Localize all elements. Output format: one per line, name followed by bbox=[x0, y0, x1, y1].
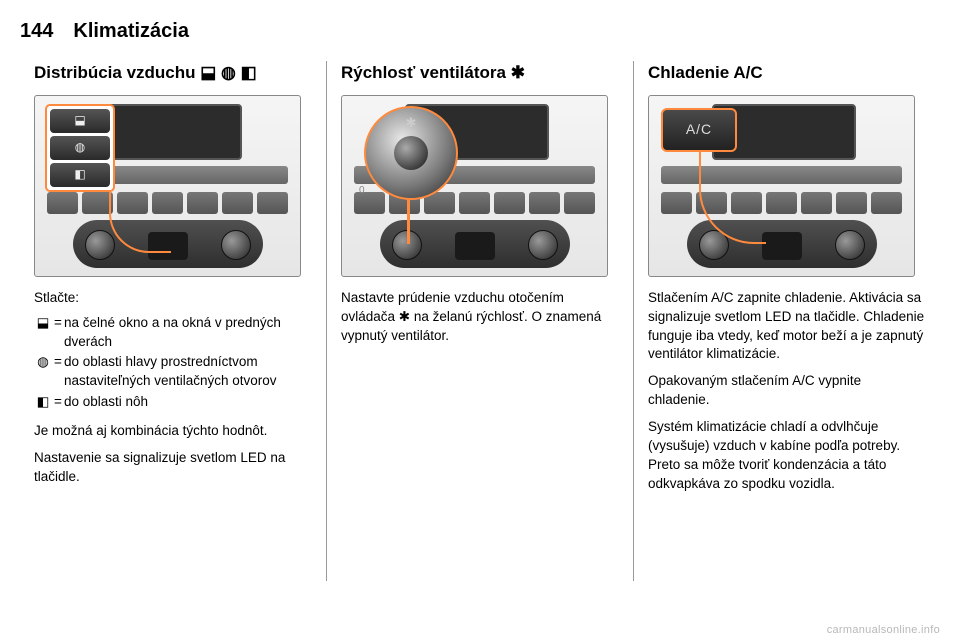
fan-dial-icon: ✱ bbox=[406, 114, 417, 132]
display-screen-graphic bbox=[98, 104, 242, 160]
control-strip-graphic bbox=[661, 166, 902, 184]
page-header: 144 Klimatizácia bbox=[20, 20, 940, 43]
foot-symbol: ◧ bbox=[34, 393, 52, 412]
right-knob-graphic bbox=[221, 230, 251, 260]
callout-leader-line bbox=[407, 196, 410, 244]
ac-button-label: A/C bbox=[686, 120, 712, 140]
center-buttons-graphic bbox=[762, 232, 802, 260]
windshield-mode-icon: ⬓ bbox=[50, 109, 110, 133]
windshield-desc: na čelné okno a na okná v predných dverá… bbox=[64, 314, 312, 352]
face-desc: do oblasti hlavy prostredníctvom nastavi… bbox=[64, 353, 312, 391]
callout-ac-button: A/C bbox=[661, 108, 737, 152]
section-title: Rýchlosť ventilátora ✱ bbox=[341, 61, 619, 85]
distribution-icons: ⬓ ◍ ◧ bbox=[200, 63, 256, 82]
illustration-air-distribution: ⬓ ◍ ◧ bbox=[34, 95, 301, 277]
left-knob-graphic bbox=[85, 230, 115, 260]
button-row-graphic bbox=[661, 192, 902, 214]
callout-distribution-buttons: ⬓ ◍ ◧ bbox=[45, 104, 115, 192]
zero-label: 0 bbox=[359, 184, 365, 198]
illustration-ac: A/C bbox=[648, 95, 915, 277]
footer-watermark: carmanualsonline.info bbox=[827, 624, 940, 636]
face-mode-icon: ◍ bbox=[50, 136, 110, 160]
foot-mode-icon: ◧ bbox=[50, 163, 110, 187]
chapter-title: Klimatizácia bbox=[73, 20, 189, 43]
fan-dial-knob bbox=[394, 136, 428, 170]
right-knob-graphic bbox=[835, 230, 865, 260]
definition-list: ⬓ = na čelné okno a na okná v predných d… bbox=[34, 314, 312, 412]
column-ac-cooling: Chladenie A/C A/C bbox=[633, 61, 940, 581]
equals-sign: = bbox=[52, 314, 64, 352]
page-number: 144 bbox=[20, 20, 53, 43]
column-layout: Distribúcia vzduchu ⬓ ◍ ◧ ⬓ bbox=[20, 61, 940, 581]
illustration-fan-speed: ✱ 0 bbox=[341, 95, 608, 277]
foot-desc: do oblasti nôh bbox=[64, 393, 312, 412]
title-text: Rýchlosť ventilátora bbox=[341, 63, 511, 82]
fan-speed-desc: Nastavte prúdenie vzduchu otočením ovlád… bbox=[341, 289, 619, 346]
combination-note: Je možná aj kombinácia týchto hodnôt. bbox=[34, 422, 312, 441]
center-buttons-graphic bbox=[455, 232, 495, 260]
section-title: Distribúcia vzduchu ⬓ ◍ ◧ bbox=[34, 61, 312, 85]
callout-fan-dial: ✱ bbox=[364, 106, 458, 200]
ac-off-desc: Opakovaným stlačením A/C vypnite chladen… bbox=[648, 372, 926, 410]
title-text: Distribúcia vzduchu bbox=[34, 63, 200, 82]
column-air-distribution: Distribúcia vzduchu ⬓ ◍ ◧ ⬓ bbox=[20, 61, 326, 581]
press-label: Stlačte: bbox=[34, 289, 312, 308]
right-knob-graphic bbox=[528, 230, 558, 260]
windshield-symbol: ⬓ bbox=[34, 314, 52, 352]
ac-on-desc: Stlačením A/C zapnite chladenie. Aktivác… bbox=[648, 289, 926, 365]
ac-condensation-desc: Systém klimatizácie chladí a odvlhčuje (… bbox=[648, 418, 926, 494]
fan-icon: ✱ bbox=[511, 63, 525, 82]
equals-sign: = bbox=[52, 353, 64, 391]
face-symbol: ◍ bbox=[34, 353, 52, 391]
led-note: Nastavenie sa signalizuje svetlom LED na… bbox=[34, 449, 312, 487]
section-title: Chladenie A/C bbox=[648, 61, 926, 85]
equals-sign: = bbox=[52, 393, 64, 412]
column-fan-speed: Rýchlosť ventilátora ✱ ✱ bbox=[326, 61, 633, 581]
